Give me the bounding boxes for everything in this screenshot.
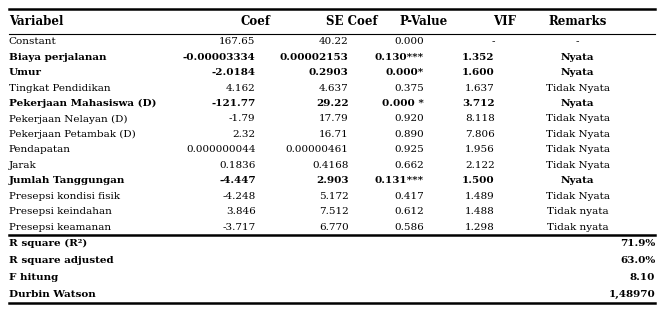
Text: 0.662: 0.662 xyxy=(394,161,424,170)
Text: Tidak nyata: Tidak nyata xyxy=(547,207,608,216)
Text: 0.00002153: 0.00002153 xyxy=(280,53,349,62)
Text: 1.600: 1.600 xyxy=(462,68,495,77)
Text: 2.903: 2.903 xyxy=(316,176,349,185)
Text: SE Coef: SE Coef xyxy=(326,15,378,28)
Text: 0.000*: 0.000* xyxy=(385,68,424,77)
Text: 3.846: 3.846 xyxy=(226,207,256,216)
Text: Jumlah Tanggungan: Jumlah Tanggungan xyxy=(9,176,125,185)
Text: 3.712: 3.712 xyxy=(462,99,495,108)
Text: 167.65: 167.65 xyxy=(219,37,256,46)
Text: Umur: Umur xyxy=(9,68,42,77)
Text: 5.172: 5.172 xyxy=(319,192,349,201)
Text: Nyata: Nyata xyxy=(561,176,594,185)
Text: 71.9%: 71.9% xyxy=(620,239,655,248)
Text: 8.118: 8.118 xyxy=(465,114,495,124)
Text: 1.500: 1.500 xyxy=(462,176,495,185)
Text: 0.890: 0.890 xyxy=(394,130,424,139)
Text: -2.0184: -2.0184 xyxy=(212,68,256,77)
Text: 0.375: 0.375 xyxy=(394,83,424,93)
Text: Presepsi keamanan: Presepsi keamanan xyxy=(9,222,111,232)
Text: 0.586: 0.586 xyxy=(394,222,424,232)
Text: Presepsi kondisi fisik: Presepsi kondisi fisik xyxy=(9,192,120,201)
Text: Biaya perjalanan: Biaya perjalanan xyxy=(9,53,106,62)
Text: 16.71: 16.71 xyxy=(319,130,349,139)
Text: P-Value: P-Value xyxy=(400,15,448,28)
Text: 2.122: 2.122 xyxy=(465,161,495,170)
Text: 1.298: 1.298 xyxy=(465,222,495,232)
Text: Constant: Constant xyxy=(9,37,56,46)
Text: 40.22: 40.22 xyxy=(319,37,349,46)
Text: 0.000 *: 0.000 * xyxy=(382,99,424,108)
Text: Remarks: Remarks xyxy=(548,15,607,28)
Text: Nyata: Nyata xyxy=(561,68,594,77)
Text: 1.489: 1.489 xyxy=(465,192,495,201)
Text: F hitung: F hitung xyxy=(9,273,58,282)
Text: 0.925: 0.925 xyxy=(394,145,424,154)
Text: Nyata: Nyata xyxy=(561,99,594,108)
Text: 29.22: 29.22 xyxy=(316,99,349,108)
Text: Pekerjaan Mahasiswa (D): Pekerjaan Mahasiswa (D) xyxy=(9,99,156,108)
Text: Tingkat Pendidikan: Tingkat Pendidikan xyxy=(9,83,110,93)
Text: 0.417: 0.417 xyxy=(394,192,424,201)
Text: -121.77: -121.77 xyxy=(211,99,256,108)
Text: Presepsi keindahan: Presepsi keindahan xyxy=(9,207,112,216)
Text: Tidak nyata: Tidak nyata xyxy=(547,222,608,232)
Text: 17.79: 17.79 xyxy=(319,114,349,124)
Text: 0.612: 0.612 xyxy=(394,207,424,216)
Text: 0.000000044: 0.000000044 xyxy=(186,145,256,154)
Text: Tidak Nyata: Tidak Nyata xyxy=(546,130,610,139)
Text: 4.637: 4.637 xyxy=(319,83,349,93)
Text: Durbin Watson: Durbin Watson xyxy=(9,290,96,299)
Text: 0.130***: 0.130*** xyxy=(374,53,424,62)
Text: 6.770: 6.770 xyxy=(319,222,349,232)
Text: 0.920: 0.920 xyxy=(394,114,424,124)
Text: 1.488: 1.488 xyxy=(465,207,495,216)
Text: Pendapatan: Pendapatan xyxy=(9,145,70,154)
Text: 0.00000461: 0.00000461 xyxy=(286,145,349,154)
Text: 63.0%: 63.0% xyxy=(620,256,655,265)
Text: VIF: VIF xyxy=(493,15,516,28)
Text: -3.717: -3.717 xyxy=(222,222,256,232)
Text: Pekerjaan Nelayan (D): Pekerjaan Nelayan (D) xyxy=(9,114,127,124)
Text: 4.162: 4.162 xyxy=(226,83,256,93)
Text: 0.1836: 0.1836 xyxy=(219,161,256,170)
Text: 2.32: 2.32 xyxy=(232,130,256,139)
Text: 0.131***: 0.131*** xyxy=(374,176,424,185)
Text: 1.956: 1.956 xyxy=(465,145,495,154)
Text: 1,48970: 1,48970 xyxy=(609,290,655,299)
Text: Jarak: Jarak xyxy=(9,161,37,170)
Text: R square adjusted: R square adjusted xyxy=(9,256,114,265)
Text: 1.637: 1.637 xyxy=(465,83,495,93)
Text: 0.000: 0.000 xyxy=(394,37,424,46)
Text: -: - xyxy=(576,37,580,46)
Text: 0.2903: 0.2903 xyxy=(309,68,349,77)
Text: Nyata: Nyata xyxy=(561,53,594,62)
Text: -0.00003334: -0.00003334 xyxy=(183,53,256,62)
Text: -: - xyxy=(491,37,495,46)
Text: Tidak Nyata: Tidak Nyata xyxy=(546,145,610,154)
Text: 8.10: 8.10 xyxy=(630,273,655,282)
Text: Tidak Nyata: Tidak Nyata xyxy=(546,83,610,93)
Text: -4.447: -4.447 xyxy=(219,176,256,185)
Text: -4.248: -4.248 xyxy=(222,192,256,201)
Text: Tidak Nyata: Tidak Nyata xyxy=(546,161,610,170)
Text: Pekerjaan Petambak (D): Pekerjaan Petambak (D) xyxy=(9,130,135,139)
Text: 1.352: 1.352 xyxy=(462,53,495,62)
Text: Tidak Nyata: Tidak Nyata xyxy=(546,192,610,201)
Text: Variabel: Variabel xyxy=(9,15,63,28)
Text: 0.4168: 0.4168 xyxy=(312,161,349,170)
Text: R square (R²): R square (R²) xyxy=(9,239,87,248)
Text: Tidak Nyata: Tidak Nyata xyxy=(546,114,610,124)
Text: 7.512: 7.512 xyxy=(319,207,349,216)
Text: 7.806: 7.806 xyxy=(465,130,495,139)
Text: -1.79: -1.79 xyxy=(229,114,256,124)
Text: Coef: Coef xyxy=(240,15,271,28)
